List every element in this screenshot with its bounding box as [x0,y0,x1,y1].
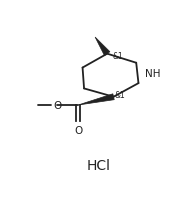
Polygon shape [78,94,114,105]
Text: &1: &1 [114,91,125,100]
Text: HCl: HCl [86,159,110,173]
Text: O: O [53,101,61,110]
Text: O: O [74,125,82,136]
Polygon shape [95,38,110,56]
Text: &1: &1 [112,52,123,60]
Text: NH: NH [145,68,161,78]
